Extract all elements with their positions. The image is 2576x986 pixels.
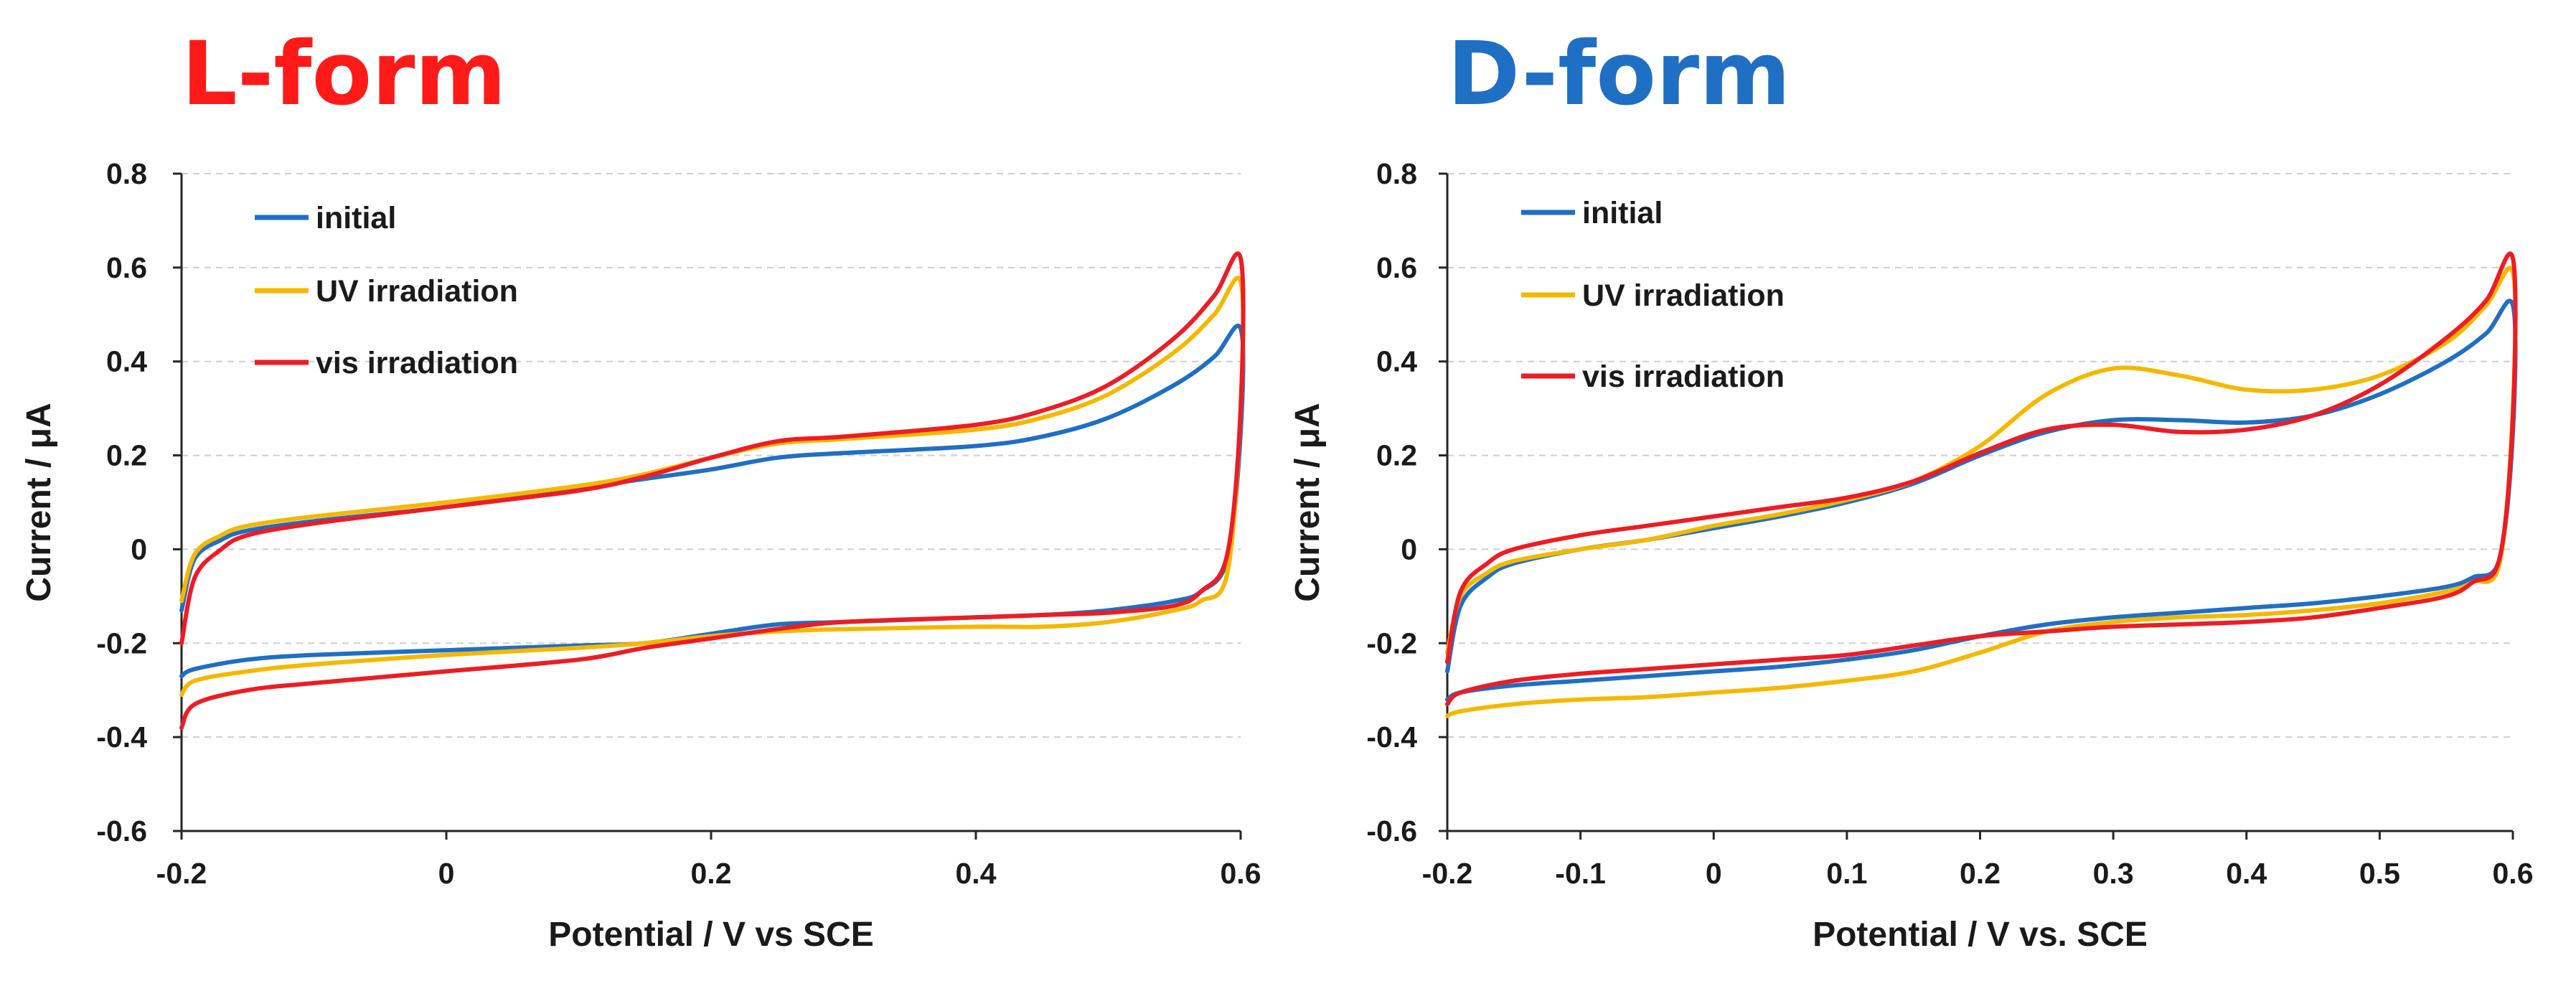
legend-label-uv-irradiation: UV irradiation <box>1582 278 1785 313</box>
x-axis-label: Potential / V vs SCE <box>548 916 873 954</box>
series-line-vis-irradiation <box>1445 251 2518 707</box>
x-tick-label: 0.2 <box>1960 857 2001 890</box>
y-tick-label: 0 <box>131 532 147 565</box>
y-tick-label: 0.4 <box>1376 345 1417 378</box>
y-tick-label: 0.6 <box>106 251 147 284</box>
legend-label-initial: initial <box>316 201 396 235</box>
y-tick-label: -0.4 <box>96 720 147 753</box>
y-tick-label: -0.4 <box>1366 720 1417 753</box>
x-axis-label: Potential / V vs. SCE <box>1813 916 2148 954</box>
x-tick-label: 0.6 <box>2493 857 2534 890</box>
x-tick-label: 0 <box>438 857 455 890</box>
x-tick-label: -0.2 <box>1422 857 1473 890</box>
x-tick-label: 0.3 <box>2093 857 2134 890</box>
x-tick-label: 0.4 <box>956 857 997 890</box>
chart-title: L-form <box>182 23 507 125</box>
y-tick-label: 0.2 <box>106 439 147 472</box>
x-tick-label: 0.4 <box>2226 857 2267 890</box>
y-tick-label: -0.2 <box>1366 626 1417 659</box>
x-tick-label: 0.6 <box>1221 857 1261 890</box>
y-tick-label: 0.4 <box>106 345 147 378</box>
legend-label-vis-irradiation: vis irradiation <box>316 346 518 380</box>
y-tick-label: -0.2 <box>96 626 147 659</box>
x-tick-label: 0.5 <box>2359 857 2400 890</box>
x-tick-label: 0 <box>1706 857 1722 890</box>
series-line-vis-irradiation <box>179 251 1246 731</box>
x-tick-label: -0.2 <box>156 857 207 890</box>
y-tick-label: 0 <box>1401 532 1417 565</box>
y-tick-label: -0.6 <box>96 814 147 848</box>
x-tick-label: 0.2 <box>691 857 732 890</box>
d-form-chart: D-form -0.6 -0.4 -0.2 0 0.2 0.4 0.6 0.8 -0.2 -0.1 0… <box>1289 23 2534 954</box>
y-axis-label: Current / μA <box>20 403 58 601</box>
x-tick-label: 0.1 <box>1826 857 1867 890</box>
chart-title: D-form <box>1447 23 1790 125</box>
l-form-chart: L-form -0.6 -0.4 -0.2 0 0.2 0.4 0.6 0.8 -0.2 0 0.2 0… <box>20 23 1261 954</box>
legend-label-vis-irradiation: vis irradiation <box>1582 360 1785 394</box>
y-tick-label: 0.8 <box>1376 157 1417 190</box>
y-tick-label: 0.8 <box>106 157 147 190</box>
series-line-uv-irradiation <box>1445 266 2518 718</box>
y-tick-label: 0.6 <box>1376 251 1417 284</box>
x-tick-label: -0.1 <box>1555 857 1606 890</box>
legend-label-initial: initial <box>1582 196 1663 230</box>
legend-label-uv-irradiation: UV irradiation <box>316 274 518 309</box>
y-axis-label: Current / μA <box>1289 403 1327 601</box>
y-tick-label: -0.6 <box>1366 814 1417 848</box>
y-tick-label: 0.2 <box>1376 439 1417 472</box>
